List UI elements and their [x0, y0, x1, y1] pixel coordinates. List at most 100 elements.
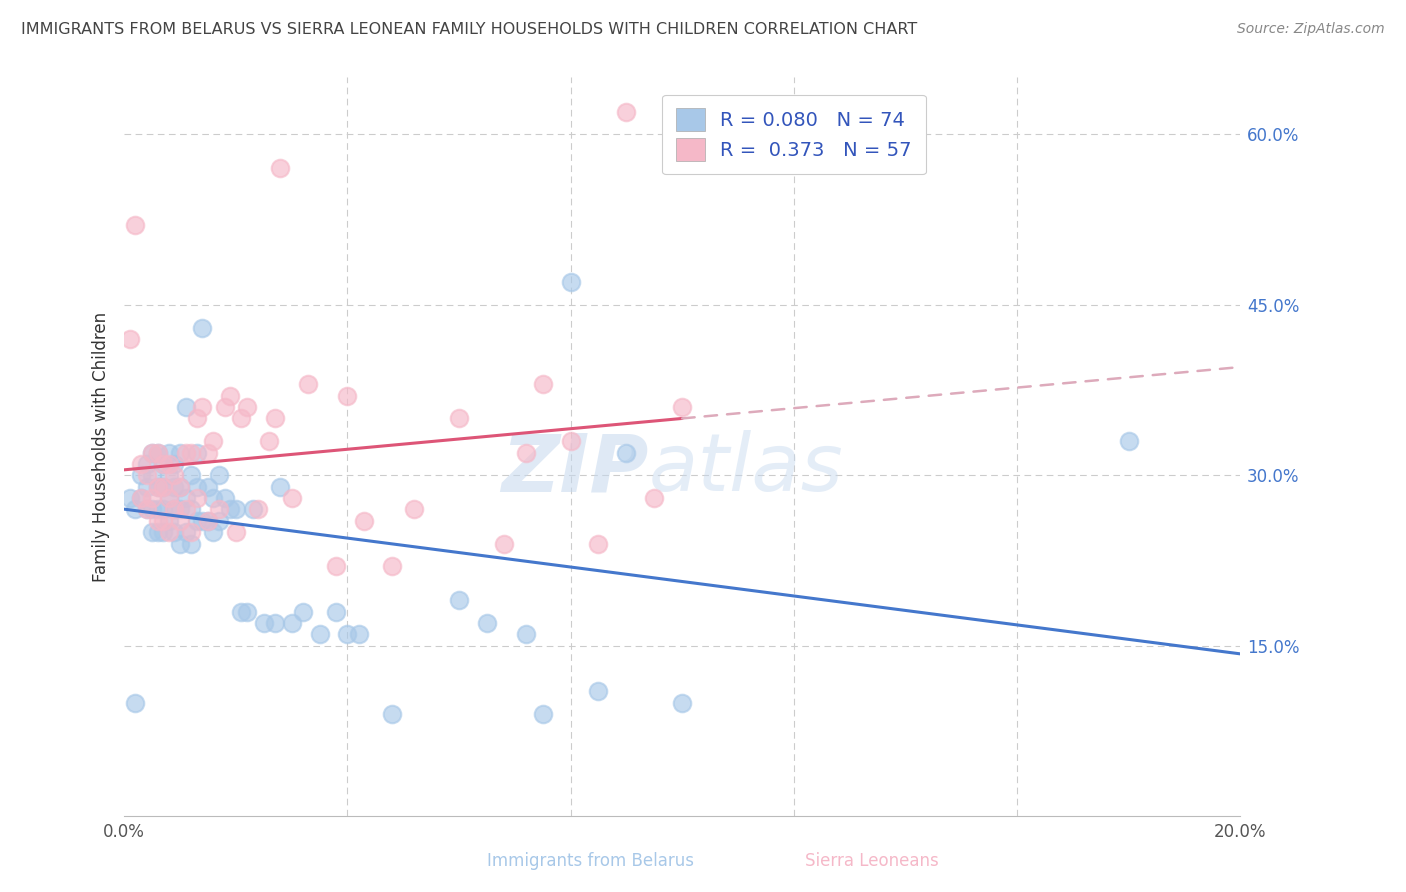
- Point: [135, 502, 157, 516]
- Point: [174, 400, 197, 414]
- Point: [202, 434, 225, 449]
- Point: [219, 389, 242, 403]
- Point: [141, 491, 163, 505]
- Point: [169, 445, 191, 459]
- Point: [236, 400, 259, 414]
- Point: [269, 161, 291, 176]
- Point: [186, 445, 208, 459]
- Point: [280, 491, 302, 505]
- Point: [152, 480, 174, 494]
- Point: [152, 525, 174, 540]
- Point: [671, 696, 693, 710]
- Point: [531, 377, 554, 392]
- Point: [208, 468, 231, 483]
- Point: [197, 514, 219, 528]
- Point: [381, 707, 404, 722]
- Point: [141, 445, 163, 459]
- Point: [135, 457, 157, 471]
- Point: [180, 536, 202, 550]
- Point: [157, 491, 180, 505]
- Point: [186, 514, 208, 528]
- Point: [291, 605, 314, 619]
- Point: [353, 514, 375, 528]
- Point: [129, 491, 152, 505]
- Point: [308, 627, 330, 641]
- Point: [157, 491, 180, 505]
- Text: atlas: atlas: [648, 430, 844, 508]
- Point: [118, 332, 141, 346]
- Point: [146, 525, 169, 540]
- Point: [269, 480, 291, 494]
- Point: [259, 434, 281, 449]
- Point: [163, 502, 186, 516]
- Point: [141, 445, 163, 459]
- Point: [219, 502, 242, 516]
- Point: [560, 434, 582, 449]
- Point: [197, 514, 219, 528]
- Point: [242, 502, 264, 516]
- Point: [141, 502, 163, 516]
- Point: [163, 468, 186, 483]
- Text: Sierra Leoneans: Sierra Leoneans: [804, 852, 939, 870]
- Point: [186, 480, 208, 494]
- Point: [163, 457, 186, 471]
- Point: [146, 502, 169, 516]
- Point: [146, 480, 169, 494]
- Text: Source: ZipAtlas.com: Source: ZipAtlas.com: [1237, 22, 1385, 37]
- Point: [141, 525, 163, 540]
- Point: [447, 411, 470, 425]
- Text: ZIP: ZIP: [502, 430, 648, 508]
- Point: [169, 480, 191, 494]
- Point: [141, 468, 163, 483]
- Point: [180, 445, 202, 459]
- Point: [447, 593, 470, 607]
- Point: [325, 605, 347, 619]
- Point: [146, 480, 169, 494]
- Point: [129, 491, 152, 505]
- Point: [135, 468, 157, 483]
- Point: [1118, 434, 1140, 449]
- Point: [118, 491, 141, 505]
- Point: [347, 627, 370, 641]
- Point: [208, 502, 231, 516]
- Point: [135, 480, 157, 494]
- Point: [214, 400, 236, 414]
- Point: [186, 411, 208, 425]
- Point: [208, 514, 231, 528]
- Point: [263, 411, 285, 425]
- Point: [163, 480, 186, 494]
- Point: [146, 445, 169, 459]
- Point: [152, 502, 174, 516]
- Point: [157, 525, 180, 540]
- Point: [174, 491, 197, 505]
- Point: [225, 502, 247, 516]
- Point: [169, 502, 191, 516]
- Point: [124, 696, 146, 710]
- Point: [163, 502, 186, 516]
- Point: [152, 480, 174, 494]
- Point: [202, 491, 225, 505]
- Point: [180, 525, 202, 540]
- Point: [163, 525, 186, 540]
- Point: [135, 502, 157, 516]
- Point: [280, 616, 302, 631]
- Point: [191, 400, 214, 414]
- Point: [197, 445, 219, 459]
- Point: [169, 514, 191, 528]
- Point: [191, 514, 214, 528]
- Point: [169, 480, 191, 494]
- Point: [174, 445, 197, 459]
- Point: [202, 525, 225, 540]
- Point: [336, 627, 359, 641]
- Point: [157, 468, 180, 483]
- Point: [236, 605, 259, 619]
- Point: [191, 320, 214, 334]
- Point: [152, 514, 174, 528]
- Text: IMMIGRANTS FROM BELARUS VS SIERRA LEONEAN FAMILY HOUSEHOLDS WITH CHILDREN CORREL: IMMIGRANTS FROM BELARUS VS SIERRA LEONEA…: [21, 22, 917, 37]
- Point: [174, 502, 197, 516]
- Point: [588, 536, 610, 550]
- Point: [643, 491, 665, 505]
- Point: [124, 502, 146, 516]
- Point: [263, 616, 285, 631]
- Y-axis label: Family Households with Children: Family Households with Children: [93, 312, 110, 582]
